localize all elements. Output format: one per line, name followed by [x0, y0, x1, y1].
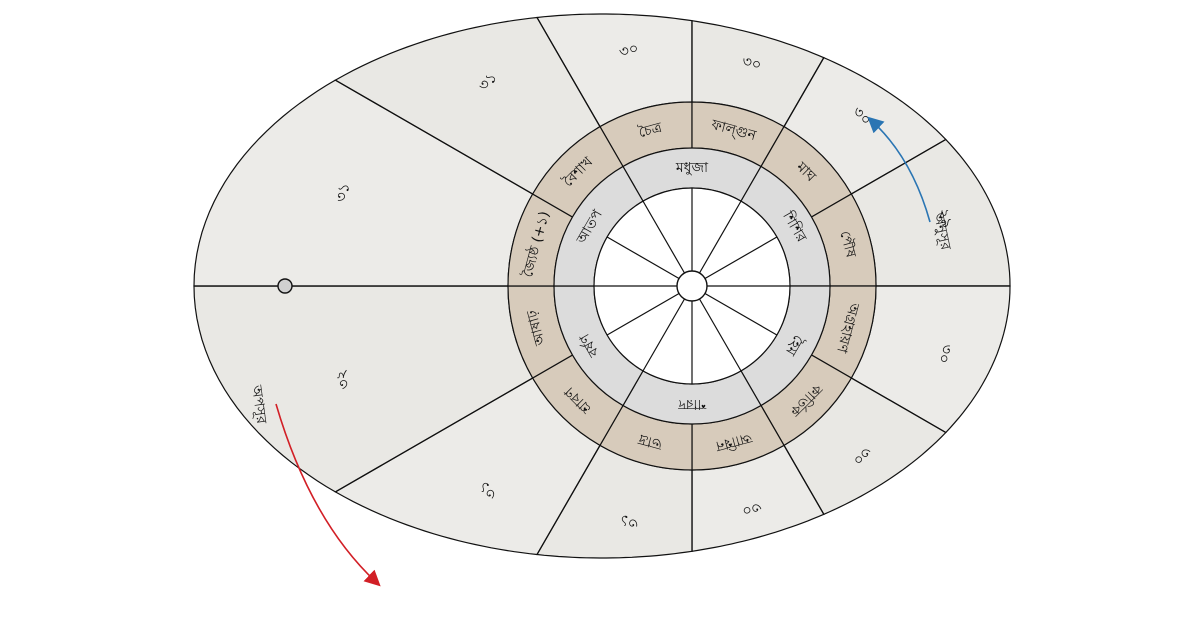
sector-divider [335, 377, 533, 493]
sector-divider [536, 17, 601, 127]
day-count-label: ৩২ [331, 368, 353, 392]
sector-divider [335, 79, 533, 195]
sector-divider [851, 138, 947, 195]
inner-spoke [642, 298, 686, 372]
day-count-label: ৩০ [740, 498, 764, 520]
season-name-label: শারদ [678, 396, 707, 412]
month-name-label: পৌষ [836, 229, 859, 260]
inner-spoke [698, 200, 742, 274]
inner-spoke [606, 236, 680, 280]
clockwise-arrow [275, 403, 381, 587]
sector-divider [783, 445, 825, 515]
day-count-label: ৩০ [934, 342, 956, 366]
sector-divider [783, 57, 825, 127]
inner-spoke [606, 292, 680, 336]
counterclockwise-label: অনুসূর [930, 211, 954, 252]
day-count-label: ৩০ [740, 52, 764, 74]
inner-spoke [704, 292, 778, 336]
sector-divider [536, 445, 601, 555]
inner-spoke [642, 200, 686, 274]
inner-disc [593, 187, 791, 385]
inner-spoke [704, 236, 778, 280]
season-name-label: মধুজা [675, 160, 709, 176]
counterclockwise-arrow [867, 116, 931, 223]
day-count-label: ৩১ [331, 181, 353, 204]
centre-hub [676, 270, 708, 302]
month-name-label: ভাদ্র [636, 431, 665, 453]
month-ring: চৈত্র ফাল্গুনমাঘপৌষঅগ্রহায়ণকার্তিকআশ্বিন… [507, 101, 877, 471]
sector-divider [851, 377, 947, 434]
month-name-label: চৈত্র [637, 119, 665, 142]
day-count-label: ২৯ [934, 206, 956, 229]
perihelion-marker [277, 278, 293, 294]
day-count-label: ৩১ [617, 511, 640, 533]
inner-spoke [698, 298, 742, 372]
clockwise-label: অপসূর [248, 383, 269, 425]
day-count-label: ৩০ [617, 39, 641, 61]
